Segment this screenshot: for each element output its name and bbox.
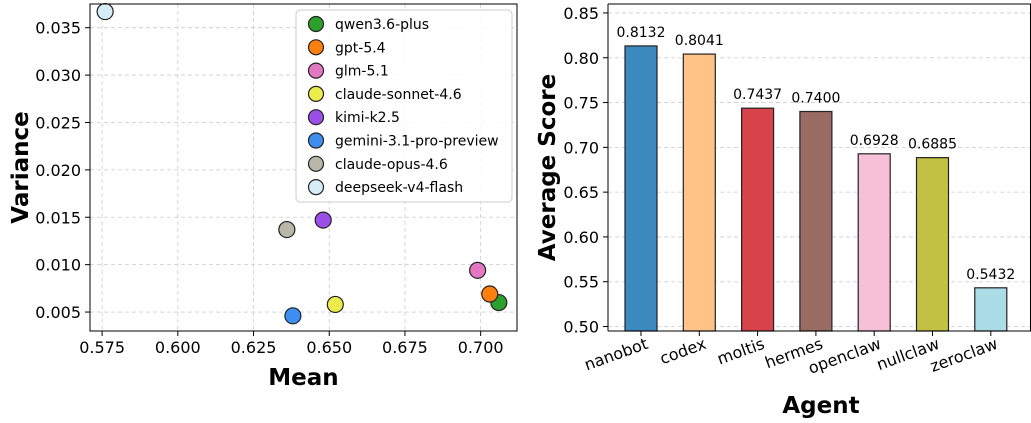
bar-value-label: 0.7400 [791, 91, 840, 107]
y-tick-label: 0.55 [563, 273, 599, 292]
legend-label: gpt-5.4 [335, 40, 386, 56]
x-tick-label: 0.625 [231, 338, 277, 357]
x-tick-label: zeroclaw [928, 334, 1001, 376]
legend-label: kimi-k2.5 [335, 110, 400, 126]
y-tick-label: 0.010 [35, 256, 81, 275]
y-tick-label: 0.80 [563, 49, 599, 68]
bar-chart: 0.50 0.55 0.60 0.65 0.70 0.75 0.80 0.85 0.8132 na… [535, 3, 1031, 419]
scatter-point [469, 261, 487, 279]
legend-marker [307, 15, 325, 33]
scatter-plot: 0.575 0.600 0.625 0.650 0.675 0.700 0.005 0.010… [8, 2, 518, 391]
bar [624, 45, 658, 332]
y-tick-label: 0.60 [563, 228, 599, 247]
y-tick-label: 0.50 [563, 318, 599, 337]
bar [682, 53, 716, 332]
scatter-point [284, 307, 302, 325]
scatter-point [326, 295, 344, 314]
x-tick-label: 0.700 [458, 338, 504, 357]
legend-marker [307, 62, 325, 79]
y-tick-label: 0.75 [563, 94, 599, 113]
y-tick-label: 0.005 [35, 303, 81, 322]
legend-marker [307, 39, 325, 56]
bar [915, 157, 950, 332]
x-axis-label: Agent [782, 393, 859, 419]
bar-value-label: 0.6885 [908, 137, 957, 153]
legend-label: claude-opus-4.6 [335, 157, 448, 173]
x-tick-label: 0.675 [382, 338, 428, 357]
bar-value-label: 0.7437 [733, 87, 782, 103]
x-axis-label: Mean [268, 365, 338, 391]
legend-label: gemini-3.1-pro-preview [335, 134, 499, 150]
bar-value-label: 0.8132 [617, 25, 666, 41]
y-tick-label: 0.70 [563, 138, 599, 157]
legend-label: glm-5.1 [335, 64, 389, 80]
y-tick-label: 0.85 [563, 4, 599, 23]
legend-label: claude-sonnet-4.6 [335, 87, 462, 103]
x-tick-label: 0.650 [306, 338, 352, 357]
bar [974, 287, 1008, 332]
legend-label: qwen3.6-plus [335, 17, 429, 33]
y-tick-label: 0.025 [35, 113, 81, 132]
scatter-point [96, 2, 114, 21]
bar-value-label: 0.8041 [675, 33, 724, 49]
legend-box [295, 9, 513, 203]
x-tick-label: moltis [715, 334, 767, 369]
scatter-point [481, 285, 499, 303]
legend-marker [307, 179, 325, 196]
legend: qwen3.6-plus gpt-5.4 glm-5.1 claude-sonnet-… [295, 9, 513, 203]
y-axis-label: Variance [8, 111, 34, 223]
legend-label: deepseek-v4-flash [335, 180, 463, 196]
bar [857, 153, 891, 332]
bar [799, 110, 833, 332]
legend-marker [307, 85, 325, 103]
y-tick-label: 0.030 [35, 66, 81, 85]
plot-frame [89, 3, 518, 332]
x-tick-label: codex [657, 334, 708, 368]
bar-value-label: 0.6928 [850, 133, 899, 149]
legend-marker [307, 155, 325, 172]
legend-marker [307, 132, 325, 149]
bar [740, 107, 775, 332]
scatter-point [278, 220, 296, 239]
x-tick-label: nanobot [582, 334, 651, 374]
y-tick-label: 0.65 [563, 183, 599, 202]
y-tick-label: 0.015 [35, 208, 81, 227]
y-tick-label: 0.020 [35, 161, 81, 180]
y-axis-label: Average Score [535, 74, 561, 261]
bar-value-label: 0.5432 [966, 267, 1015, 283]
scatter-point [314, 211, 332, 229]
y-tick-label: 0.035 [35, 19, 81, 38]
x-tick-label: 0.575 [79, 338, 125, 357]
x-tick-label: 0.600 [155, 338, 201, 357]
legend-marker [307, 109, 325, 126]
